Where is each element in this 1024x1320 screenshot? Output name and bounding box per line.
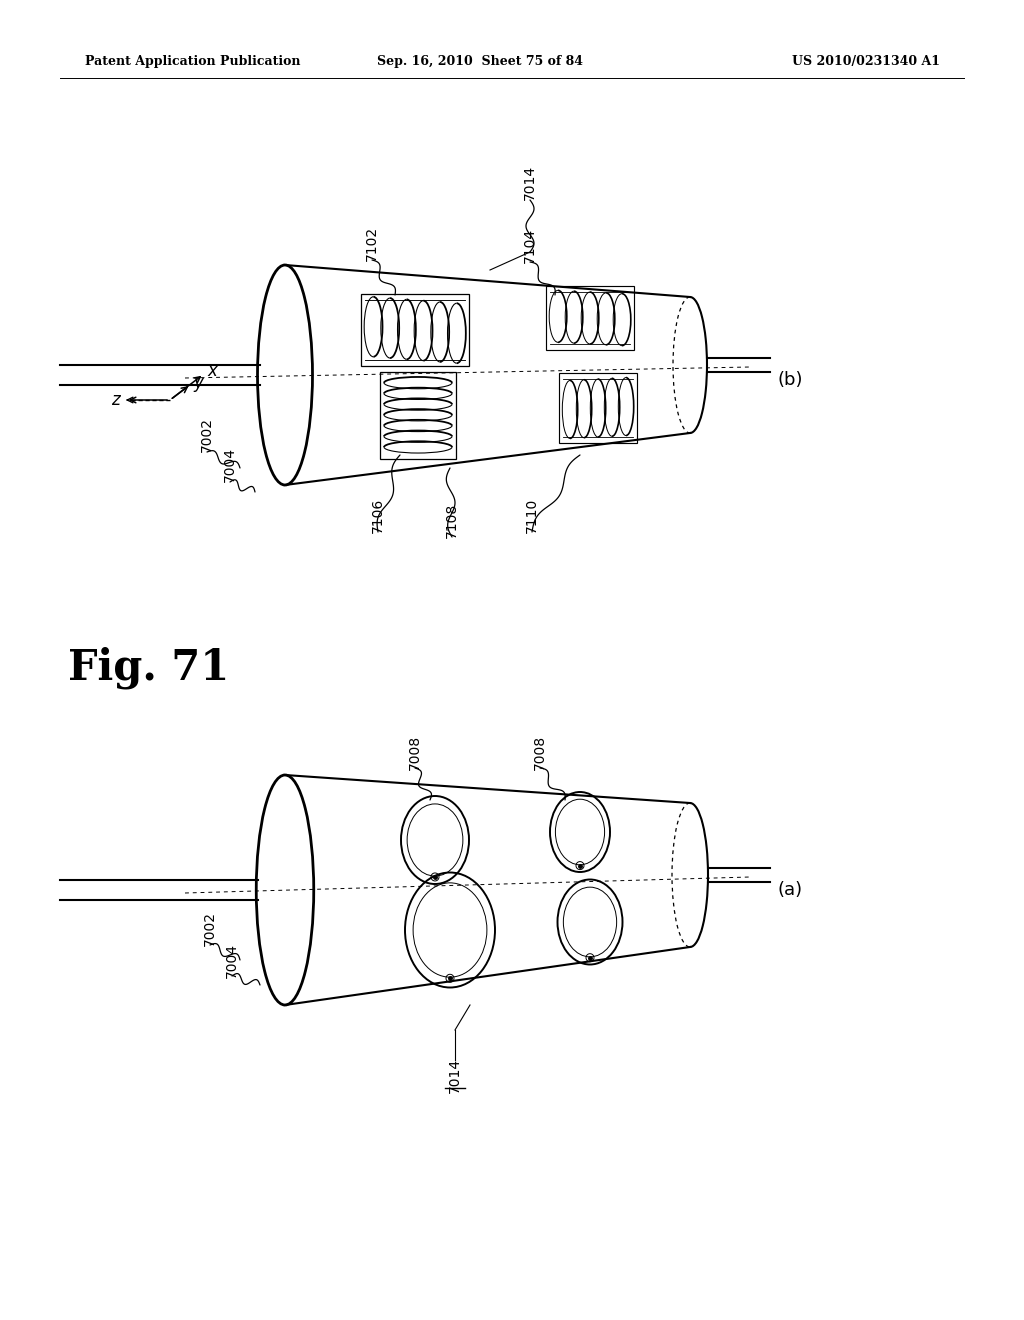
Text: 7014: 7014 <box>449 1057 462 1093</box>
Text: (b): (b) <box>777 371 803 389</box>
Text: x: x <box>208 362 217 380</box>
Text: 7008: 7008 <box>408 734 422 770</box>
Text: Sep. 16, 2010  Sheet 75 of 84: Sep. 16, 2010 Sheet 75 of 84 <box>377 55 583 69</box>
Text: y: y <box>194 375 204 392</box>
Text: Fig. 71: Fig. 71 <box>68 647 229 689</box>
Text: z: z <box>111 391 120 409</box>
Text: 7004: 7004 <box>225 942 239 978</box>
Text: 7004: 7004 <box>223 447 237 483</box>
Text: 7104: 7104 <box>523 227 537 263</box>
Text: (a): (a) <box>777 880 803 899</box>
Text: Patent Application Publication: Patent Application Publication <box>85 55 300 69</box>
Text: US 2010/0231340 A1: US 2010/0231340 A1 <box>792 55 940 69</box>
Text: 7002: 7002 <box>200 417 214 453</box>
Text: 7102: 7102 <box>365 226 379 260</box>
Text: 7014: 7014 <box>523 165 537 199</box>
Text: 7002: 7002 <box>203 911 217 945</box>
Text: 7110: 7110 <box>525 498 539 533</box>
Text: 7008: 7008 <box>534 734 547 770</box>
Text: 7108: 7108 <box>445 503 459 537</box>
Text: 7106: 7106 <box>371 498 385 533</box>
